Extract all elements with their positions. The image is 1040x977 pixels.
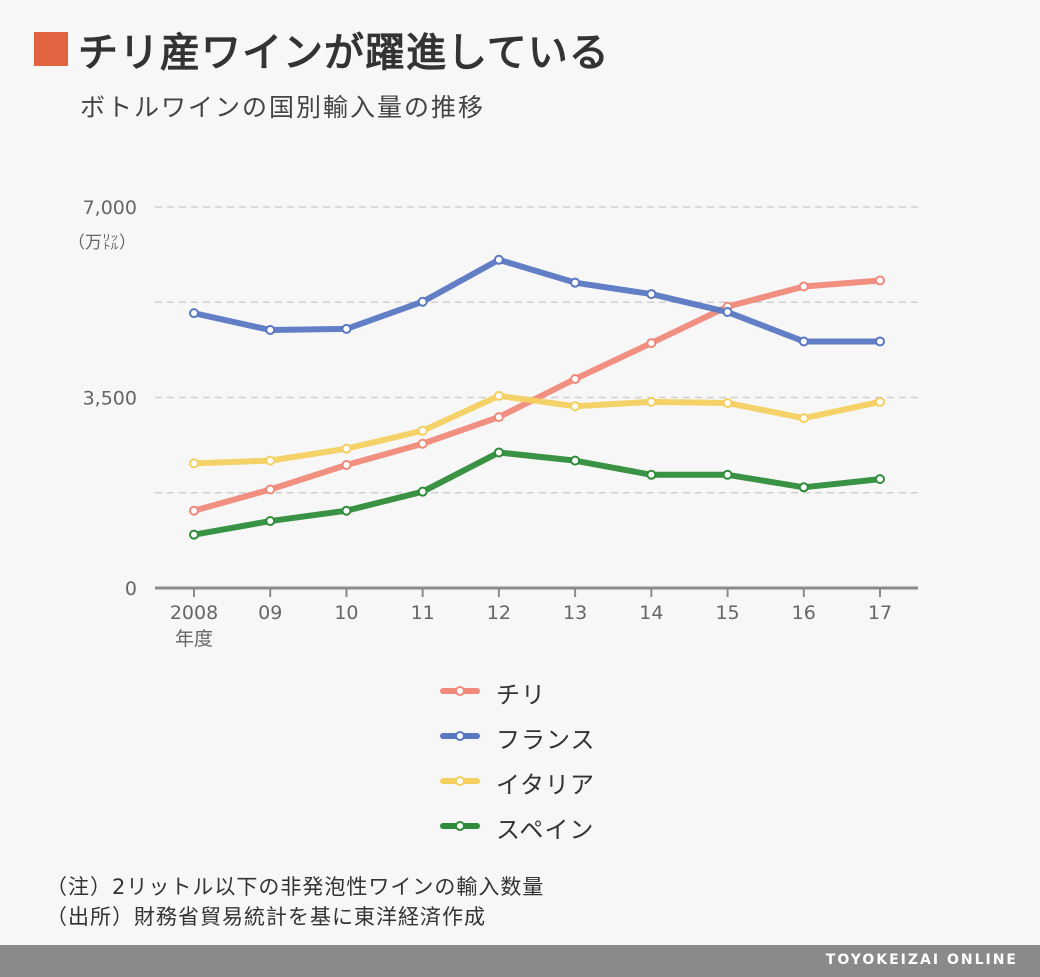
data-point: [493, 412, 504, 423]
data-point: [570, 401, 581, 412]
data-point: [265, 325, 276, 336]
legend-label: チリ: [496, 681, 546, 709]
data-point: [341, 443, 352, 454]
data-point: [875, 275, 885, 286]
data-point: [570, 277, 581, 288]
y-axis-unit: （万㍑）: [68, 233, 136, 253]
data-point: [189, 458, 199, 469]
data-point: [798, 281, 809, 292]
x-tick-label: 09: [258, 602, 282, 624]
x-tick-label: 10: [334, 602, 358, 624]
data-point: [341, 459, 352, 470]
series-line-0: [191, 277, 883, 514]
data-point: [798, 413, 809, 424]
data-point: [570, 373, 581, 384]
data-point: [646, 289, 657, 300]
data-point: [493, 254, 504, 265]
x-tick-label: 15: [715, 602, 739, 624]
data-point: [798, 336, 809, 347]
data-point: [493, 390, 504, 401]
data-point: [189, 529, 199, 540]
data-point: [722, 397, 733, 408]
data-point: [189, 308, 199, 319]
x-tick-label: 16: [792, 602, 816, 624]
data-point: [265, 484, 276, 495]
series-line-2: [191, 392, 883, 467]
data-point: [570, 455, 581, 466]
series-line-1: [191, 256, 883, 345]
data-point: [265, 516, 276, 527]
data-point: [722, 469, 733, 480]
title-accent-square: [34, 32, 68, 66]
data-point: [417, 296, 428, 307]
x-tick-label: 11: [411, 602, 435, 624]
data-point: [417, 438, 428, 449]
legend-label: スペイン: [496, 816, 595, 844]
x-tick-label: 13: [563, 602, 587, 624]
note-line: （注）2リットル以下の非発泡性ワインの輸入数量: [46, 875, 545, 899]
source-line: （出所）財務省貿易統計を基に東洋経済作成: [46, 905, 486, 929]
legend-label: イタリア: [496, 771, 596, 799]
data-point: [875, 396, 885, 407]
series-line-3: [191, 449, 883, 538]
x-tick-label: 17: [868, 602, 892, 624]
data-point: [646, 396, 657, 407]
brand-label: TOYOKEIZAI ONLINE: [825, 952, 1018, 968]
x-axis-suffix-label: 年度: [175, 628, 213, 650]
data-point: [189, 505, 199, 516]
title-row: チリ産ワインが躍進している: [34, 20, 610, 78]
y-tick-label: 3,500: [83, 388, 137, 410]
data-point: [493, 447, 504, 458]
line-chart: 7,000 3,500 0 （万㍑） 2008 09 10 11 12 13 14 15 16 17 年度: [68, 197, 918, 650]
y-tick-label: 0: [125, 578, 137, 600]
data-point: [875, 336, 885, 347]
y-tick-label: 7,000: [83, 197, 137, 219]
data-point: [341, 323, 352, 334]
x-tick-label: 12: [487, 602, 511, 624]
legend-marker: [455, 776, 465, 786]
data-point: [417, 486, 428, 497]
legend-label: フランス: [496, 726, 596, 754]
data-point: [722, 307, 733, 318]
x-tick-label: 14: [639, 602, 663, 624]
data-point: [875, 474, 885, 485]
notes: （注）2リットル以下の非発泡性ワインの輸入数量 （出所）財務省貿易統計を基に東洋…: [46, 872, 544, 932]
legend-marker: [455, 731, 465, 741]
x-tick-label: 2008: [170, 602, 218, 624]
data-point: [646, 338, 657, 349]
data-point: [798, 482, 809, 493]
legend-marker: [455, 686, 465, 696]
data-point: [417, 425, 428, 436]
data-point: [646, 469, 657, 480]
data-point: [265, 455, 276, 466]
chart-subtitle: ボトルワインの国別輸入量の推移: [80, 93, 486, 122]
chart-title: チリ産ワインが躍進している: [78, 30, 610, 76]
footer-bar: TOYOKEIZAI ONLINE: [0, 945, 1040, 977]
data-point: [341, 505, 352, 516]
legend-marker: [455, 821, 465, 831]
